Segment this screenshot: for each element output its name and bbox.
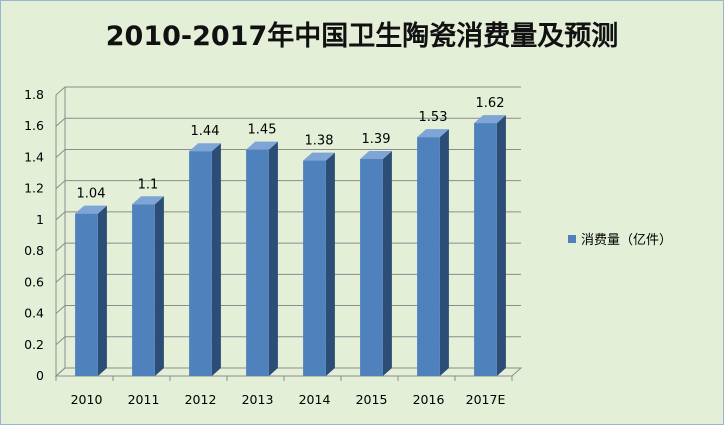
x-tick-label: 2017E: [466, 392, 506, 407]
bar-side: [268, 141, 278, 376]
bar-side: [496, 115, 506, 376]
legend-label: 消费量（亿件）: [581, 233, 673, 248]
gridline: [55, 180, 521, 190]
bars: [75, 115, 506, 376]
bar-top: [132, 196, 164, 205]
y-tick-label: 0.4: [24, 306, 44, 321]
y-tick-label: 1.8: [24, 87, 44, 102]
data-label: 1.44: [191, 124, 220, 139]
y-tick-label: 1: [36, 212, 44, 227]
gridline: [55, 211, 521, 221]
bar: [474, 115, 506, 376]
y-tick-label: 0.6: [24, 274, 44, 289]
bar: [246, 141, 278, 376]
bar-side: [382, 151, 392, 376]
gridline: [55, 367, 521, 377]
x-tick-label: 2014: [299, 392, 331, 407]
gridline: [55, 273, 521, 283]
y-tick-label: 0: [36, 368, 44, 383]
gridline: [55, 148, 521, 158]
y-axis-ticks: 0 0.2 0.4 0.6 0.8 1 1.2 1.4 1.6 1.8: [24, 87, 44, 383]
gridlines: [55, 86, 521, 377]
data-labels: 1.04 1.1 1.44 1.45 1.38 1.39 1.53 1.62: [77, 96, 505, 202]
gridline: [55, 86, 521, 96]
bar-top: [360, 151, 392, 160]
x-tick-label: 2010: [71, 392, 103, 407]
gridline: [55, 305, 521, 314]
bar-side: [97, 205, 107, 376]
bar-front: [474, 123, 497, 376]
y-tick-label: 0.2: [24, 337, 44, 352]
bar-top: [474, 115, 506, 124]
bar-front: [360, 159, 383, 376]
bar-top: [75, 205, 107, 214]
x-tick-label: 2015: [356, 392, 388, 407]
data-label: 1.62: [476, 96, 505, 111]
bar-front: [246, 149, 269, 376]
data-label: 1.1: [138, 177, 159, 192]
gridline: [55, 117, 521, 127]
x-tick-label: 2016: [413, 392, 445, 407]
bar: [360, 151, 392, 376]
bar-front: [132, 204, 155, 376]
y-tick-label: 1.6: [24, 118, 44, 133]
chart-floor: [54, 367, 523, 377]
x-axis-ticks: 2010 2011 2012 2013 2014 2015 2016 2017E: [55, 376, 513, 407]
bar-side: [439, 129, 449, 376]
bar-top: [246, 141, 278, 150]
data-label: 1.53: [419, 110, 448, 125]
bar: [303, 152, 335, 376]
bar: [417, 129, 449, 376]
gridline: [55, 336, 521, 346]
bar-side: [325, 152, 335, 376]
bar: [132, 196, 164, 376]
x-tick-label: 2011: [128, 392, 160, 407]
bar-front: [303, 160, 326, 376]
bar-front: [417, 137, 440, 376]
chart-title: 2010-2017年中国卫生陶瓷消费量及预测: [105, 21, 619, 52]
bar-top: [303, 152, 335, 161]
bar-side: [154, 196, 164, 376]
bar: [189, 143, 221, 376]
x-tick-label: 2013: [242, 392, 274, 407]
axes: [54, 87, 523, 377]
bar-side: [211, 143, 221, 376]
y-tick-label: 0.8: [24, 243, 44, 258]
legend-swatch: [568, 234, 576, 243]
data-label: 1.38: [305, 134, 334, 149]
data-label: 1.45: [248, 123, 277, 138]
bar-top: [417, 129, 449, 138]
bar-top: [189, 143, 221, 152]
gridline: [55, 242, 521, 252]
x-tick-label: 2012: [185, 392, 217, 407]
data-label: 1.04: [77, 187, 106, 202]
data-label: 1.39: [362, 132, 391, 147]
bar-front: [75, 213, 98, 376]
bar: [75, 205, 107, 376]
y-tick-label: 1.2: [24, 181, 44, 196]
bar-front: [189, 151, 212, 376]
legend: 消费量（亿件）: [568, 229, 672, 248]
y-tick-label: 1.4: [24, 149, 44, 164]
